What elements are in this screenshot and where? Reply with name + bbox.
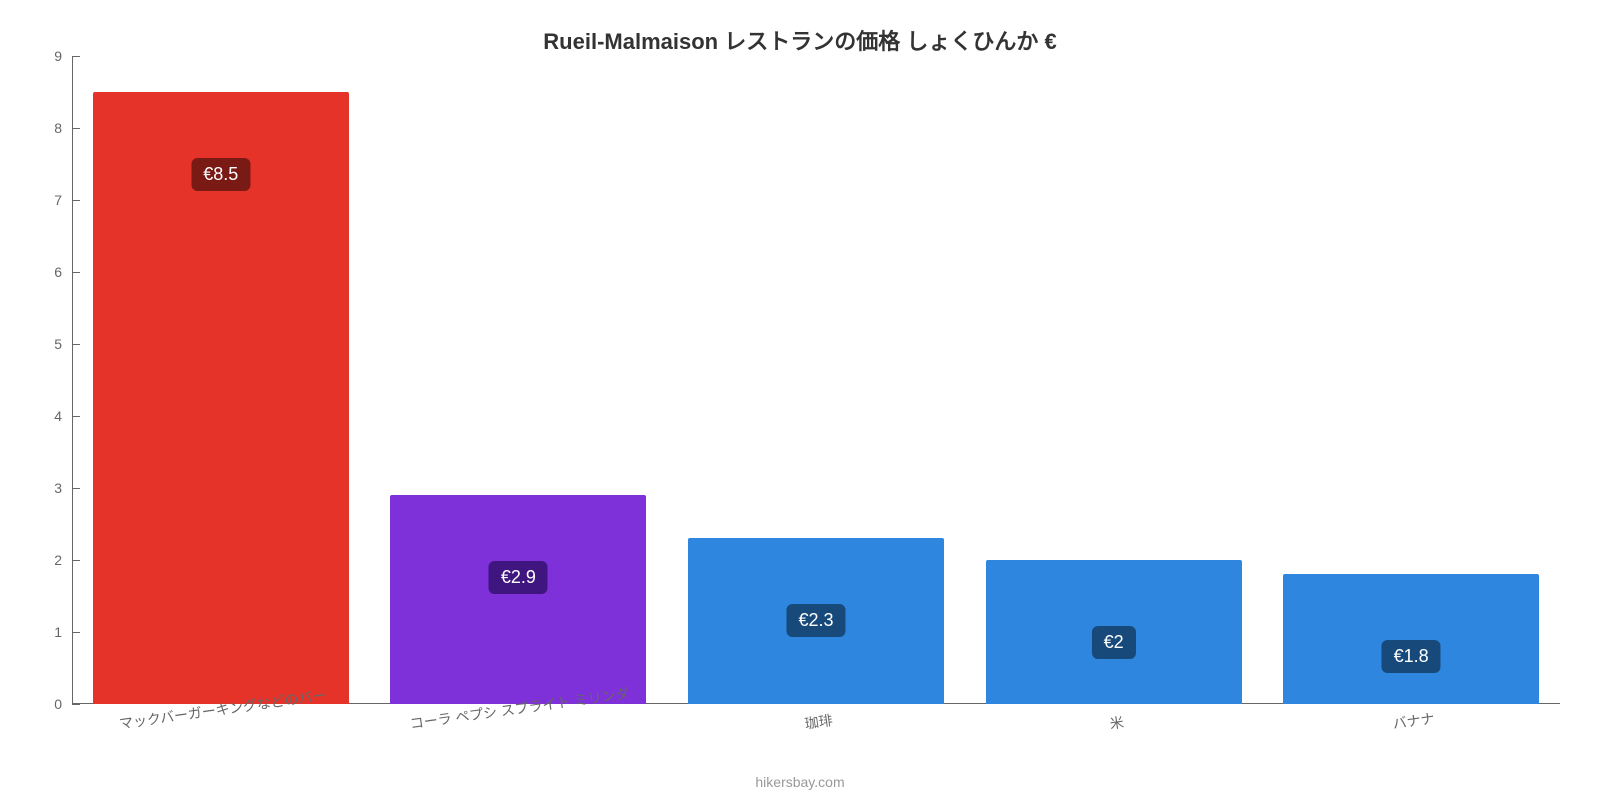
value-badge: €8.5 (191, 158, 250, 191)
y-tick-label: 4 (54, 408, 72, 424)
y-tick-label: 0 (54, 696, 72, 712)
bar-slot: €1.8バナナ (1262, 56, 1560, 704)
y-tick-label: 8 (54, 120, 72, 136)
x-axis-label: バナナ (1390, 698, 1436, 734)
y-tick-label: 1 (54, 624, 72, 640)
y-tick-mark (72, 704, 80, 705)
bar: €1.8 (1283, 574, 1539, 704)
value-badge: €2.9 (489, 561, 548, 594)
bar-slot: €8.5マックバーガーキングなどのバー (72, 56, 370, 704)
y-tick-label: 6 (54, 264, 72, 280)
x-axis-label: 珈琲 (802, 700, 834, 734)
y-tick-label: 2 (54, 552, 72, 568)
value-badge: €2.3 (786, 604, 845, 637)
y-tick-label: 5 (54, 336, 72, 352)
chart-container: Rueil-Malmaison レストランの価格 しょくひんか € 0 1 2 3 4 5… (0, 0, 1600, 800)
bar: €8.5 (93, 92, 349, 704)
y-tick-label: 3 (54, 480, 72, 496)
plot-area: 0123456789 €8.5マックバーガーキングなどのバー€2.9コーラ ペプ… (72, 56, 1560, 704)
bar-slot: €2.3珈琲 (667, 56, 965, 704)
bars-group: €8.5マックバーガーキングなどのバー€2.9コーラ ペプシ スプライト ミリン… (72, 56, 1560, 704)
bar-slot: €2.9コーラ ペプシ スプライト ミリンダ (370, 56, 668, 704)
value-badge: €2 (1092, 626, 1136, 659)
y-tick-label: 9 (54, 48, 72, 64)
chart-title: Rueil-Malmaison レストランの価格 しょくひんか € (0, 24, 1600, 56)
bar: €2 (986, 560, 1242, 704)
x-axis-label: 米 (1107, 702, 1125, 734)
bar: €2.9 (390, 495, 646, 704)
bar: €2.3 (688, 538, 944, 704)
y-tick-label: 7 (54, 192, 72, 208)
value-badge: €1.8 (1382, 640, 1441, 673)
bar-slot: €2米 (965, 56, 1263, 704)
attribution-text: hikersbay.com (0, 774, 1600, 790)
